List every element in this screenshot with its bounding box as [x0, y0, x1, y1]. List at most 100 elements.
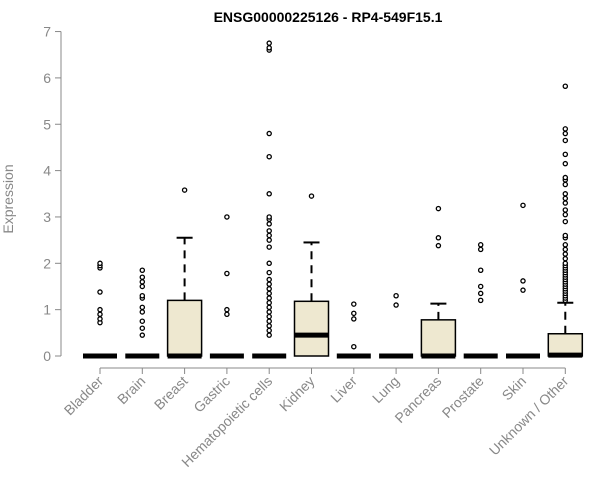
- y-axis: 0 1 2 3 4 5 6 7: [43, 24, 62, 364]
- category-label: Prostate: [439, 373, 487, 421]
- outlier-point: [266, 130, 272, 137]
- outlier-point: [562, 137, 569, 144]
- outlier-point: [266, 237, 272, 243]
- outlier-point: [266, 153, 272, 160]
- outlier-point: [139, 292, 146, 299]
- y-tick-label: 3: [43, 209, 51, 225]
- outlier-point: [224, 311, 230, 318]
- outlier-point: [351, 316, 357, 322]
- outlier-point: [351, 343, 357, 350]
- outlier-point: [562, 200, 569, 206]
- box-group: [420, 205, 457, 359]
- outlier-point: [477, 246, 484, 253]
- outlier-point: [477, 283, 484, 290]
- box-group: [379, 292, 414, 359]
- y-tick-label: 2: [43, 255, 51, 271]
- outlier-point: [266, 232, 272, 239]
- outlier-point: [181, 187, 188, 193]
- outlier-point: [435, 235, 442, 241]
- outlier-point: [139, 304, 146, 311]
- iqr-box: [293, 300, 330, 357]
- outlier-point: [562, 232, 569, 239]
- outlier-point: [562, 207, 569, 213]
- box-group: [166, 187, 203, 359]
- outlier-point: [266, 313, 272, 320]
- outlier-point: [562, 255, 569, 262]
- outlier-point: [562, 83, 569, 89]
- box-group: [547, 83, 584, 358]
- box-group: [506, 202, 540, 359]
- outlier-point: [266, 304, 272, 311]
- outlier-point: [562, 195, 569, 202]
- outlier-point: [266, 221, 272, 227]
- outlier-point: [139, 279, 146, 285]
- outlier-point: [97, 260, 103, 267]
- outlier-point: [562, 242, 569, 248]
- outlier-point: [562, 260, 569, 267]
- outlier-point: [562, 151, 569, 158]
- outlier-point: [266, 299, 272, 306]
- outlier-point: [266, 228, 272, 234]
- outlier-point: [139, 309, 146, 315]
- outlier-point: [97, 311, 103, 318]
- y-axis-label: Expression: [0, 164, 16, 233]
- y-tick-label: 5: [43, 116, 51, 132]
- outlier-point: [562, 218, 569, 225]
- outlier-point: [477, 267, 484, 274]
- iqr-box: [166, 299, 203, 357]
- outlier-point: [139, 283, 146, 290]
- outlier-point: [266, 244, 272, 250]
- box-group: [209, 214, 244, 359]
- y-tick-label: 0: [43, 348, 51, 364]
- outlier-point: [393, 292, 399, 299]
- y-tick-label: 4: [43, 163, 51, 179]
- outlier-point: [97, 316, 103, 322]
- outlier-point: [266, 276, 272, 283]
- outlier-point: [139, 267, 146, 274]
- category-label: Bladder: [61, 373, 107, 419]
- category-label: Pancreas: [391, 373, 444, 426]
- outlier-point: [477, 290, 484, 297]
- outlier-point: [562, 191, 569, 197]
- y-tick-label: 1: [43, 302, 51, 318]
- outlier-point: [139, 325, 146, 331]
- outlier-point: [97, 306, 103, 313]
- outlier-point: [520, 287, 526, 293]
- outlier-point: [139, 274, 146, 280]
- outlier-point: [435, 242, 442, 249]
- category-label: Lung: [369, 373, 402, 406]
- outlier-point: [351, 301, 357, 307]
- outlier-point: [266, 269, 272, 276]
- box-group: [252, 40, 287, 359]
- outlier-point: [393, 302, 399, 308]
- outlier-point: [139, 332, 146, 338]
- outlier-point: [266, 327, 272, 334]
- box-group: [83, 260, 117, 359]
- y-tick-label: 7: [43, 24, 51, 40]
- outlier-point: [266, 281, 272, 287]
- outlier-point: [435, 205, 442, 212]
- category-label: Unknown / Other: [486, 373, 572, 459]
- category-label: Skin: [499, 373, 530, 404]
- outlier-point: [266, 323, 272, 329]
- outlier-point: [477, 242, 484, 248]
- outlier-point: [562, 251, 569, 257]
- category-label: Liver: [327, 373, 360, 406]
- category-label: Brain: [114, 373, 148, 407]
- outlier-point: [520, 202, 526, 209]
- outlier-point: [224, 214, 230, 220]
- box-group: [125, 267, 160, 359]
- outlier-point: [562, 181, 569, 188]
- boxes: [83, 40, 584, 359]
- outlier-point: [520, 278, 526, 284]
- outlier-point: [477, 297, 484, 304]
- category-label: Breast: [151, 373, 191, 413]
- outlier-point: [266, 286, 272, 292]
- category-label: Kidney: [276, 373, 318, 415]
- box-group: [336, 301, 371, 359]
- outlier-point: [266, 191, 272, 197]
- box-group: [293, 193, 330, 357]
- outlier-point: [266, 290, 272, 297]
